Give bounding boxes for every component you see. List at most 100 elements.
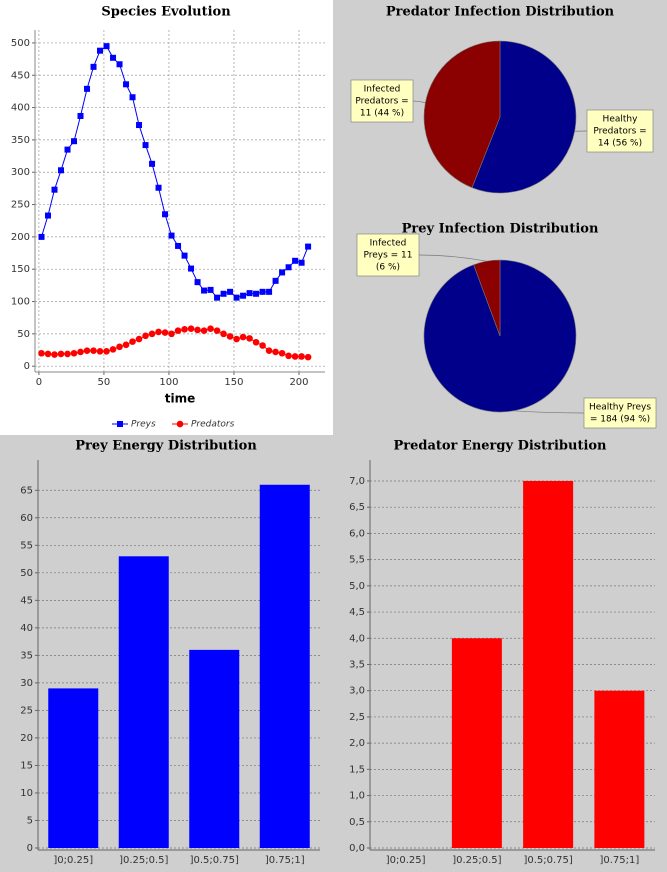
marker — [226, 333, 234, 340]
y-tick-label: 40 — [20, 623, 33, 634]
slice-label: Infected — [370, 239, 407, 249]
marker — [259, 288, 266, 295]
marker — [51, 351, 58, 358]
marker — [71, 138, 78, 145]
slice-label: 11 (44 %) — [360, 109, 404, 119]
y-tick-label: 0 — [27, 843, 33, 854]
marker — [64, 146, 71, 153]
y-tick-label: 450 — [11, 70, 30, 81]
marker — [129, 338, 136, 345]
marker — [187, 325, 195, 332]
y-tick-label: 400 — [11, 103, 30, 114]
y-tick-label: 0,5 — [349, 817, 365, 828]
marker — [148, 330, 156, 338]
y-tick-label: 6,0 — [349, 528, 365, 539]
chart-title: Predator Infection Distribution — [386, 5, 615, 20]
slice-label: Predators = — [593, 127, 646, 137]
y-tick-label: 45 — [20, 595, 33, 606]
slice-label: 14 (56 %) — [598, 139, 642, 149]
marker — [168, 330, 175, 338]
y-tick-label: 4,5 — [349, 607, 365, 618]
marker — [220, 290, 227, 297]
marker — [38, 349, 45, 357]
label-box — [583, 397, 657, 429]
y-tick-label: 10 — [20, 788, 33, 799]
marker — [77, 112, 84, 119]
slice-label: Infected — [364, 85, 401, 95]
y-tick-label: 20 — [20, 733, 33, 744]
leader-line — [412, 100, 426, 104]
y-tick-label: 4,0 — [349, 633, 365, 644]
slice-label: Preys = 11 — [363, 251, 412, 261]
marker — [188, 265, 195, 272]
x-tick-label: ]0.25;0.5] — [452, 855, 501, 866]
marker — [70, 349, 78, 357]
chart-title: Species Evolution — [101, 5, 231, 20]
marker — [194, 279, 201, 286]
x-tick-label: ]0;0.25] — [53, 855, 93, 866]
marker — [213, 327, 221, 334]
y-tick-label: 55 — [20, 540, 33, 551]
y-tick-label: 0 — [24, 361, 30, 372]
marker — [272, 348, 279, 356]
marker — [155, 328, 162, 336]
marker — [253, 290, 260, 297]
bar — [523, 480, 574, 848]
marker — [90, 347, 97, 354]
marker — [174, 327, 182, 334]
x-tick-label: 50 — [98, 377, 111, 388]
leader-line — [513, 410, 585, 414]
marker — [123, 81, 130, 88]
slice-label: = 184 (94 %) — [590, 415, 650, 425]
y-tick-label: 500 — [11, 38, 30, 49]
marker — [57, 350, 65, 358]
y-tick-label: 200 — [11, 232, 30, 243]
y-tick-label: 2,0 — [349, 738, 365, 749]
marker — [233, 294, 240, 301]
x-tick-label: 150 — [224, 377, 243, 388]
y-tick-label: 30 — [20, 678, 33, 689]
marker — [97, 47, 104, 54]
marker — [181, 326, 188, 333]
y-tick-label: 35 — [20, 650, 33, 661]
x-tick-label: 0 — [36, 377, 42, 388]
x-tick-label: ]0.75;1] — [265, 855, 305, 866]
y-tick-label: 100 — [11, 297, 30, 308]
x-tick-label: ]0;0.25] — [386, 855, 426, 866]
marker — [278, 349, 286, 357]
x-tick-label: 200 — [289, 377, 308, 388]
marker — [207, 325, 214, 332]
y-tick-label: 6,5 — [349, 502, 365, 513]
marker — [220, 330, 227, 338]
bar — [118, 556, 169, 848]
marker — [162, 211, 169, 218]
bar — [451, 638, 502, 848]
marker — [44, 350, 52, 358]
slice-label: (6 %) — [376, 263, 400, 273]
bar — [594, 690, 645, 848]
marker — [90, 63, 97, 70]
marker — [116, 61, 123, 68]
marker — [110, 54, 117, 61]
y-tick-label: 65 — [20, 485, 33, 496]
bar — [48, 688, 99, 848]
marker — [51, 186, 58, 193]
marker — [122, 341, 130, 349]
marker — [84, 85, 91, 92]
marker — [246, 335, 253, 342]
pie-slice — [423, 40, 501, 189]
y-tick-label: 1,0 — [349, 791, 365, 802]
chart-title: Prey Energy Distribution — [75, 439, 257, 454]
bar — [259, 484, 310, 848]
marker — [142, 332, 149, 340]
marker — [304, 353, 312, 361]
marker — [305, 243, 312, 250]
marker — [194, 326, 201, 334]
marker — [155, 184, 162, 191]
x-tick-label: 100 — [159, 377, 178, 388]
marker — [291, 353, 299, 360]
chart-title: Prey Infection Distribution — [402, 222, 599, 237]
y-tick-label: 300 — [11, 167, 30, 178]
label-box — [350, 79, 414, 123]
